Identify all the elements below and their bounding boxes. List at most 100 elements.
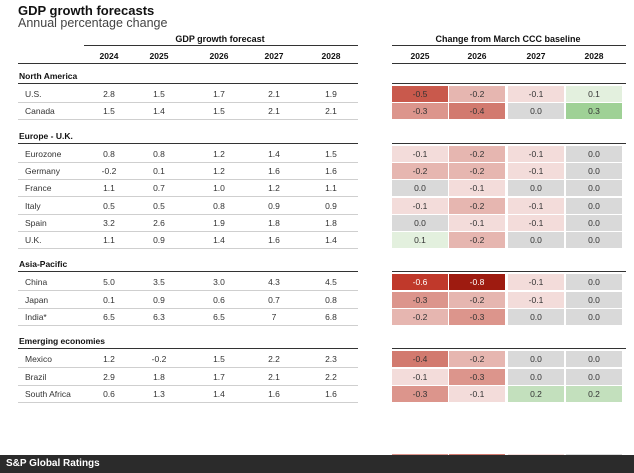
row-label: Italy (25, 200, 41, 211)
forecast-value: 7 (271, 312, 277, 322)
forecast-value: 0.8 (103, 148, 115, 159)
forecast-value: 1.8 (268, 217, 280, 228)
rule-line (392, 63, 626, 64)
forecast-value: 1.8 (325, 217, 337, 228)
change-cell: -0.1 (392, 145, 448, 162)
change-cell: 0.1 (392, 232, 448, 249)
rule-line (18, 142, 358, 144)
rule-line (84, 45, 358, 46)
change-cell: 0.0 (392, 214, 448, 231)
rule-line (18, 63, 358, 64)
forecast-value: 4.3 (268, 277, 280, 288)
row-label: Mexico (25, 354, 52, 365)
row-label: China (25, 277, 48, 288)
forecast-year-header: 2026 (209, 51, 229, 61)
change-cell: 0.0 (566, 214, 622, 231)
row-label: France (25, 183, 52, 194)
rule-line (18, 230, 358, 232)
change-cell: 0.0 (566, 145, 622, 162)
rule-line (392, 271, 626, 273)
change-cell: -0.2 (449, 162, 505, 179)
change-cell: -0.2 (449, 232, 505, 249)
forecast-value: 0.9 (153, 235, 165, 246)
forecast-value: 1.7 (213, 89, 225, 99)
forecast-value: 3.0 (213, 277, 225, 288)
row-label: Germany (25, 165, 60, 176)
rule-line (18, 196, 358, 198)
forecast-value: 1.7 (213, 371, 225, 382)
change-cell: 0.0 (566, 351, 622, 368)
forecast-year-header: 2025 (149, 51, 169, 61)
change-cell: -0.4 (449, 103, 505, 120)
forecast-value: 0.7 (268, 294, 280, 305)
change-cell: 0.0 (566, 180, 622, 197)
change-cell: 0.0 (566, 291, 622, 308)
change-cell: -0.2 (449, 145, 505, 162)
change-cell: 0.0 (508, 309, 564, 325)
change-cell: -0.1 (508, 197, 564, 214)
change-cell: -0.1 (508, 86, 564, 102)
change-cell: -0.1 (392, 197, 448, 214)
change-cell: -0.1 (508, 162, 564, 179)
forecast-value: -0.2 (151, 354, 167, 365)
change-cell: -0.2 (392, 309, 448, 325)
rule-line (18, 290, 358, 292)
change-cell: -0.3 (392, 291, 448, 308)
change-cell: -0.1 (508, 145, 564, 162)
change-cell: -0.4 (392, 351, 448, 368)
change-cell: 0.0 (566, 232, 622, 249)
forecast-value: 6.8 (325, 312, 337, 322)
change-cell: 0.0 (566, 368, 622, 385)
forecast-value: 0.1 (153, 165, 165, 176)
forecast-value: 1.4 (153, 106, 165, 117)
forecast-value: 1.5 (103, 106, 115, 117)
forecast-value: 0.5 (153, 200, 165, 211)
change-year-header: 2027 (526, 51, 546, 61)
change-cell: -0.1 (508, 291, 564, 308)
forecast-value: 2.9 (103, 371, 115, 382)
change-year-header: 2028 (584, 51, 604, 61)
row-label: U.S. (25, 89, 42, 99)
forecast-value: 1.8 (153, 371, 165, 382)
row-label: Canada (25, 106, 55, 117)
forecast-value: 0.9 (268, 200, 280, 211)
forecast-value: 1.1 (325, 183, 337, 194)
rule-line (18, 307, 358, 309)
forecast-value: 1.3 (153, 388, 165, 399)
row-label: Eurozone (25, 148, 62, 159)
change-cell: -0.2 (449, 86, 505, 102)
forecast-value: 1.4 (213, 235, 225, 246)
change-cell: 0.2 (508, 385, 564, 402)
forecast-value: 1.5 (213, 354, 225, 365)
forecast-value: 2.1 (268, 106, 280, 117)
forecast-value: 1.2 (103, 354, 115, 365)
row-label: India* (25, 312, 47, 322)
forecast-value: 1.5 (153, 89, 165, 99)
change-cell: -0.1 (449, 180, 505, 197)
row-label: Brazil (25, 371, 47, 382)
forecast-value: 2.3 (325, 354, 337, 365)
change-cell: 0.0 (566, 309, 622, 325)
forecast-value: 1.2 (268, 183, 280, 194)
forecast-value: 1.6 (268, 165, 280, 176)
forecast-year-header: 2024 (99, 51, 119, 61)
forecast-value: 0.7 (153, 183, 165, 194)
source-credit: S&P Global Ratings (0, 455, 634, 473)
change-cell: -0.2 (449, 351, 505, 368)
rule-line (18, 161, 358, 163)
rule-line (18, 367, 358, 369)
change-cell: -0.3 (392, 385, 448, 402)
change-cell: -0.2 (449, 197, 505, 214)
forecast-value: 0.8 (153, 148, 165, 159)
change-year-header: 2026 (467, 51, 487, 61)
change-cell: 0.0 (508, 232, 564, 249)
forecast-value: 0.5 (103, 200, 115, 211)
forecast-value: 1.1 (103, 183, 115, 194)
chart-title: GDP growth forecasts (18, 3, 155, 18)
section-heading: North America (19, 71, 78, 81)
left-group-title: GDP growth forecast (175, 34, 265, 44)
rule-line (18, 178, 358, 180)
change-cell: 0.0 (508, 368, 564, 385)
change-cell: 0.0 (392, 180, 448, 197)
section-heading: Emerging economies (19, 336, 105, 347)
